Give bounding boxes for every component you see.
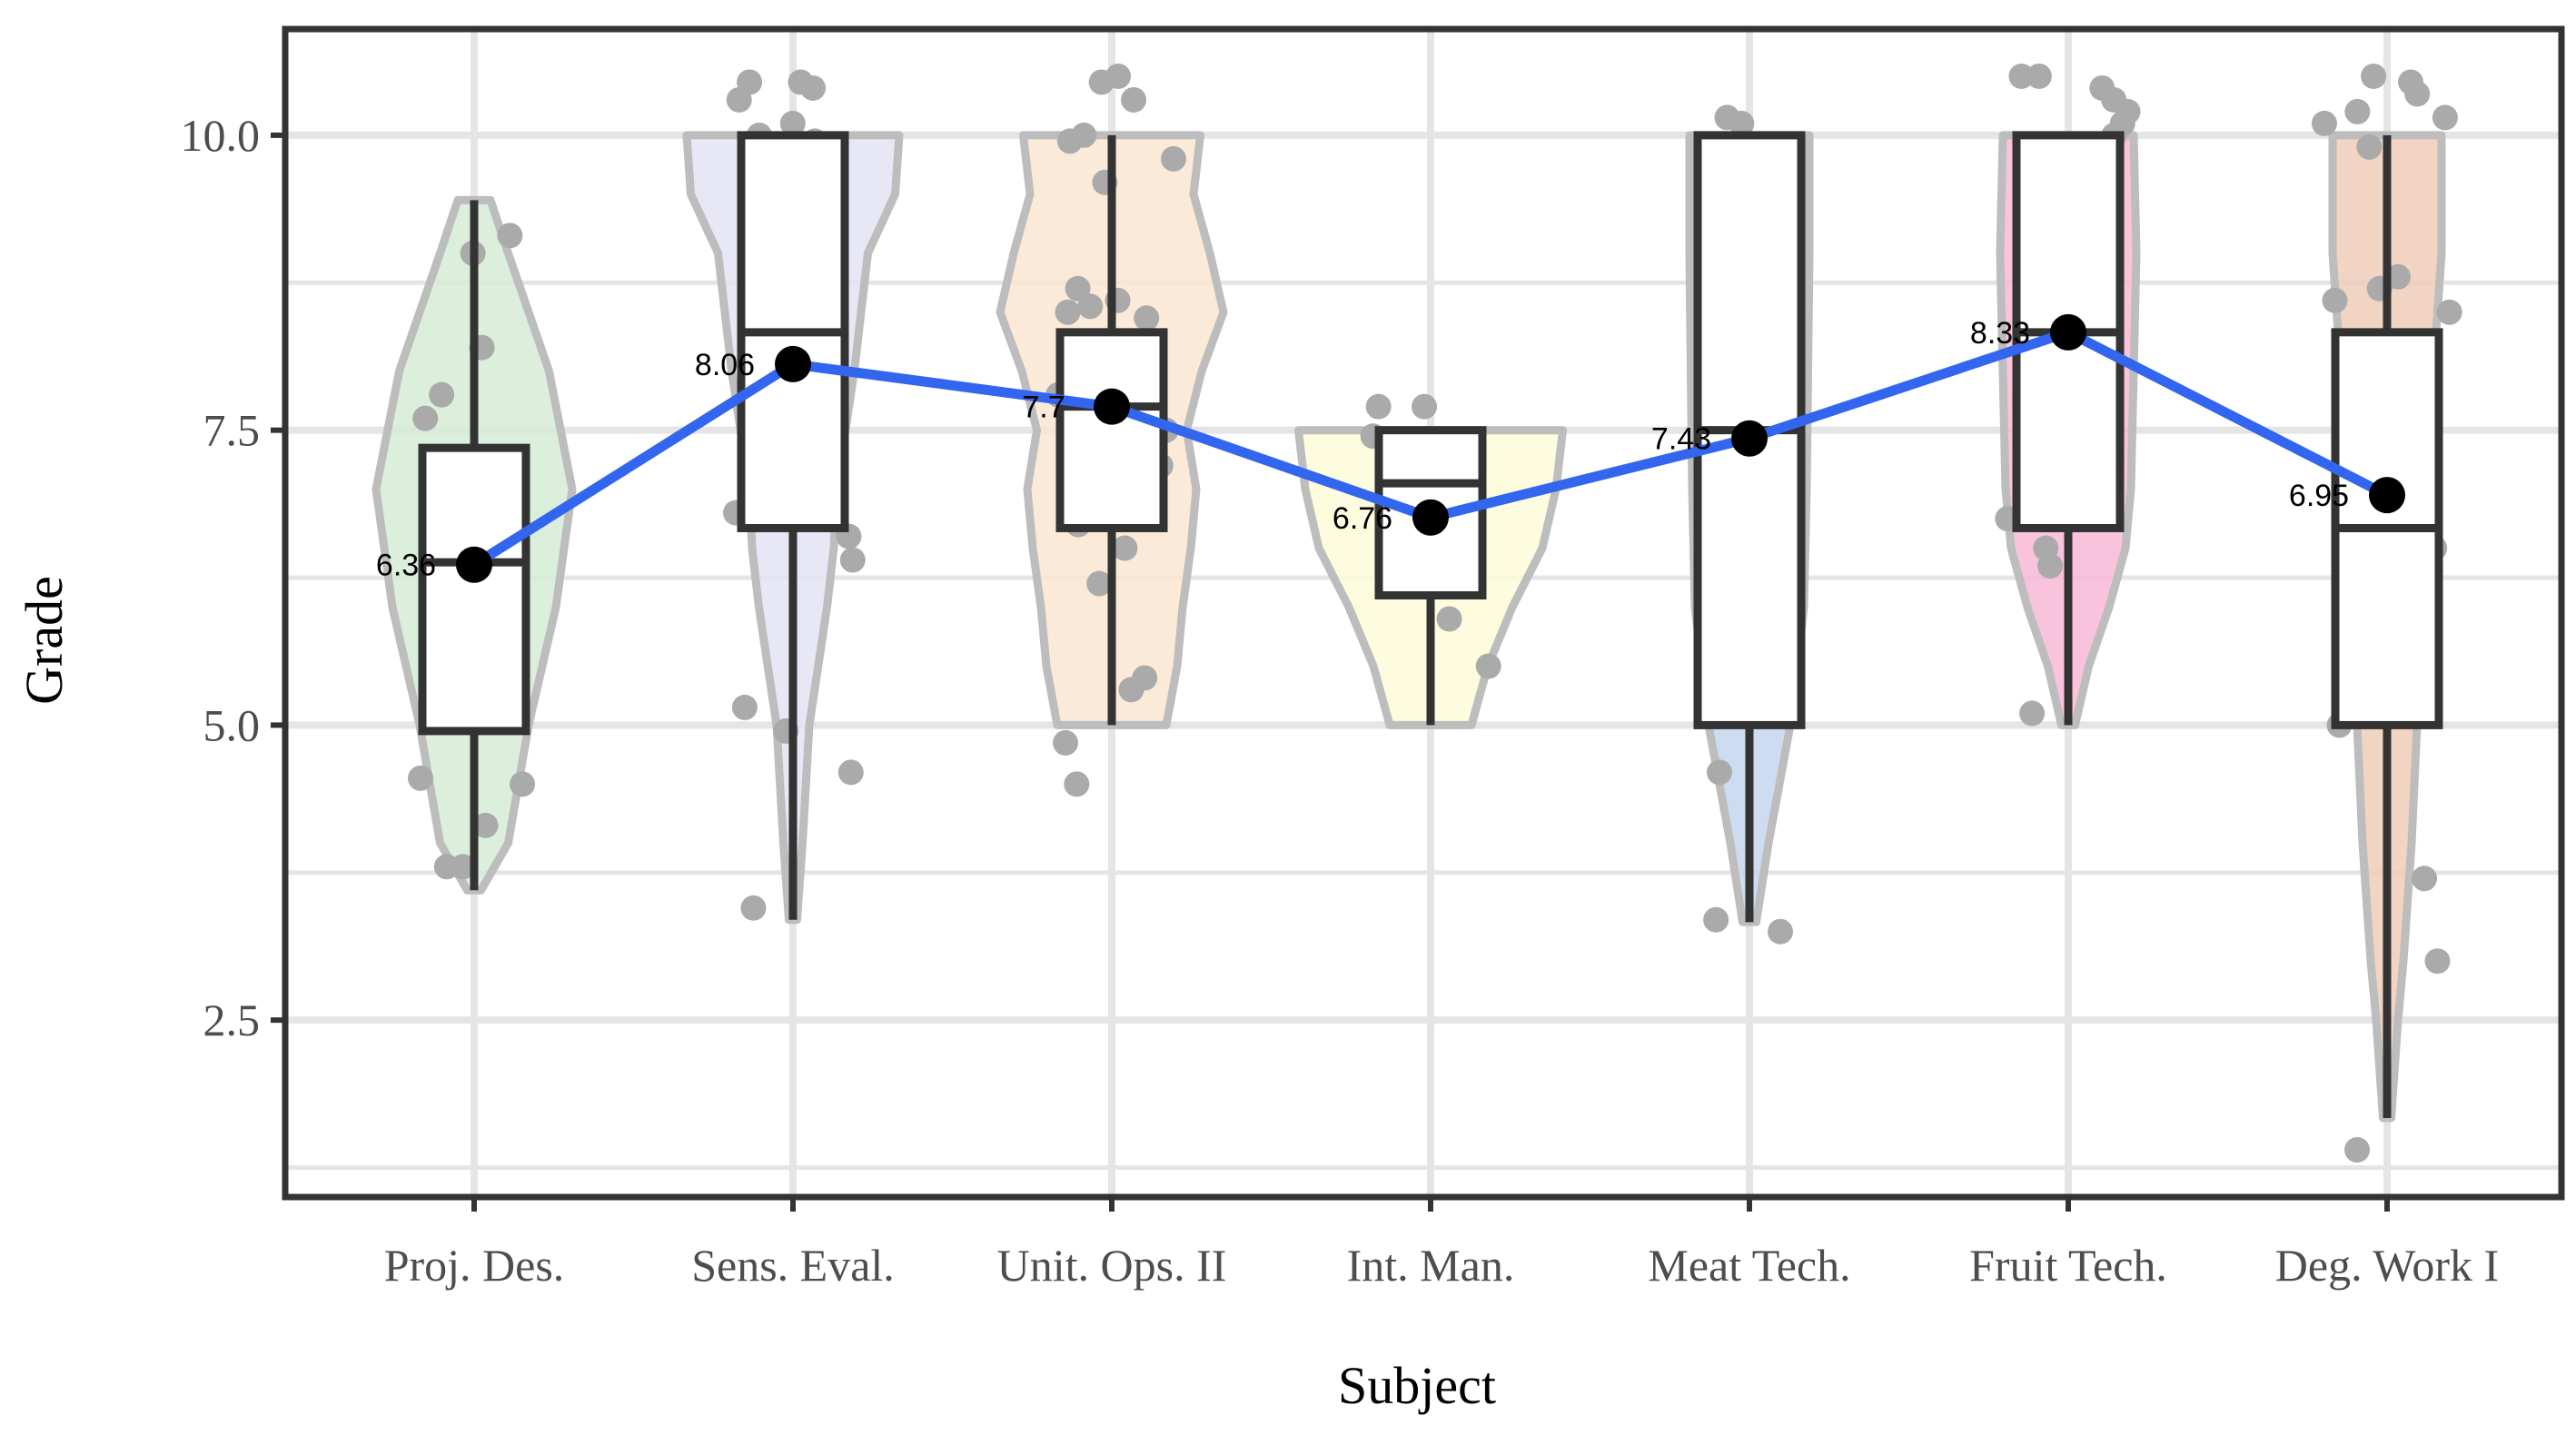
jitter-point xyxy=(1160,145,1186,172)
jitter-point xyxy=(839,547,866,573)
mean-point xyxy=(1412,499,1449,536)
x-tick-label: Meat Tech. xyxy=(1648,1240,1850,1291)
jitter-point xyxy=(2412,866,2438,892)
mean-points xyxy=(456,313,2405,583)
y-tick-label: 5.0 xyxy=(203,699,261,750)
mean-label: 6.76 xyxy=(1333,501,1392,536)
x-tick-label: Int. Man. xyxy=(1347,1240,1515,1291)
jitter-point xyxy=(1768,918,1794,945)
jitter-point xyxy=(2432,104,2458,131)
jitter-point xyxy=(788,69,814,95)
jitter-point xyxy=(1064,771,1090,797)
jitter-point xyxy=(1065,275,1091,302)
jitter-point xyxy=(1086,570,1113,597)
jitter-point xyxy=(2385,263,2412,290)
jitter-point xyxy=(1112,535,1138,561)
mean-labels: 6.36 8.06 7.7 6.76 7.43 8.33 6.95 xyxy=(376,316,2349,583)
x-axis-ticks: Proj. Des. Sens. Eval. Unit. Ops. II Int. M… xyxy=(384,1197,2499,1291)
box-3 xyxy=(1055,328,1168,532)
jitter-point xyxy=(1703,906,1729,933)
jitter-point xyxy=(1134,305,1160,332)
jitter-point xyxy=(731,694,758,720)
jitter-point xyxy=(2026,63,2052,89)
jitter-point xyxy=(1121,86,1147,113)
x-tick-label: Fruit Tech. xyxy=(1969,1240,2167,1291)
jitter-point xyxy=(472,812,499,838)
y-axis-ticks: 2.5 5.0 7.5 10.0 xyxy=(181,110,285,1045)
jitter-point xyxy=(1105,63,1132,89)
mean-point xyxy=(1731,420,1768,457)
y-axis-title: Grade xyxy=(15,576,74,705)
jitter-point xyxy=(1118,677,1144,703)
mean-label: 8.33 xyxy=(1970,316,2030,351)
mean-point xyxy=(456,546,492,583)
jitter-point xyxy=(1365,393,1392,420)
mean-label: 7.43 xyxy=(1651,422,1711,457)
jitter-point xyxy=(2404,81,2431,107)
jitter-point xyxy=(429,381,455,408)
x-tick-label: Proj. Des. xyxy=(384,1240,565,1291)
jitter-point xyxy=(737,69,763,95)
mean-label: 6.36 xyxy=(376,549,436,583)
y-tick-label: 2.5 xyxy=(203,995,261,1045)
mean-label: 8.06 xyxy=(695,348,755,382)
x-tick-label: Sens. Eval. xyxy=(691,1240,895,1291)
y-tick-label: 7.5 xyxy=(203,405,261,456)
jitter-point xyxy=(2311,110,2337,136)
jitter-point xyxy=(2008,63,2035,89)
jitter-point xyxy=(2361,63,2387,89)
x-tick-label: Unit. Ops. II xyxy=(997,1240,1227,1291)
jitter-point xyxy=(1053,729,1079,756)
panel-border xyxy=(282,25,2565,1201)
mean-label: 6.95 xyxy=(2289,479,2349,513)
jitter-point xyxy=(510,771,536,797)
jitter-point xyxy=(407,765,433,791)
jitter-point xyxy=(412,405,439,431)
y-tick-label: 10.0 xyxy=(181,110,261,161)
mean-point xyxy=(2369,477,2405,514)
jitter-point xyxy=(2037,553,2064,579)
jitter-point xyxy=(1056,128,1083,154)
jitter-point xyxy=(1077,293,1104,320)
jitter-point xyxy=(1706,759,1732,786)
jitter-point xyxy=(740,895,767,921)
mean-point xyxy=(1094,388,1130,425)
boxplots xyxy=(418,131,2443,1118)
jitter-point xyxy=(837,759,864,786)
jitter-point xyxy=(2322,287,2348,313)
mean-point xyxy=(775,345,811,382)
jitter-point xyxy=(779,110,806,136)
x-tick-label: Deg. Work I xyxy=(2275,1240,2499,1291)
jitter-point xyxy=(1412,393,1438,420)
jitter-point xyxy=(1055,299,1081,325)
box-1 xyxy=(418,443,530,736)
jitter-point xyxy=(433,854,460,880)
jitter-point xyxy=(2356,134,2383,160)
jitter-point xyxy=(497,223,523,249)
jitter-point xyxy=(1475,653,1501,679)
jitter-point xyxy=(2344,98,2371,124)
mean-label: 7.7 xyxy=(1022,391,1065,425)
mean-point xyxy=(2050,313,2086,351)
jitter-point xyxy=(1729,110,1755,136)
jitter-point xyxy=(2344,1137,2371,1163)
jitter-point xyxy=(2019,700,2046,727)
jitter-point xyxy=(2436,299,2462,325)
x-axis-title: Subject xyxy=(1338,1356,1496,1415)
jitter-point xyxy=(2424,948,2451,975)
jitter-point xyxy=(1436,606,1462,632)
